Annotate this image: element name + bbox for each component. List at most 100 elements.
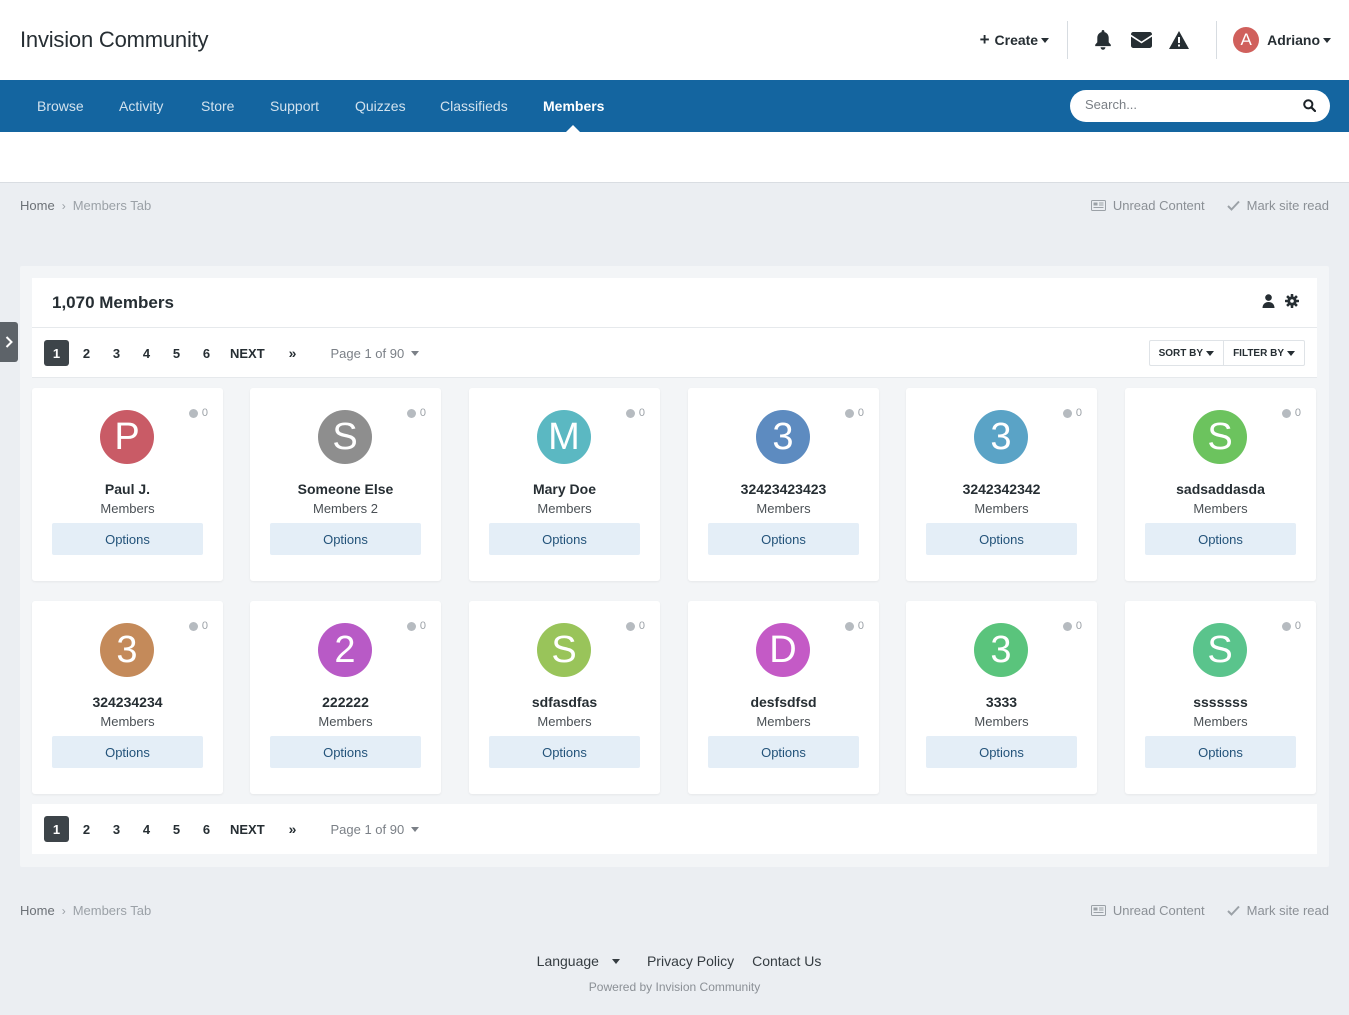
member-options-button[interactable]: Options bbox=[926, 736, 1077, 768]
member-avatar[interactable]: 3 bbox=[974, 623, 1028, 677]
contact-us-link[interactable]: Contact Us bbox=[752, 953, 822, 969]
member-options-button[interactable]: Options bbox=[708, 523, 859, 555]
member-name[interactable]: 324234234 bbox=[92, 694, 163, 710]
unread-content-link[interactable]: Unread Content bbox=[1090, 198, 1205, 213]
next-page-button[interactable]: NEXT bbox=[230, 821, 265, 837]
last-page-icon[interactable]: » bbox=[288, 345, 297, 361]
page-2[interactable]: 2 bbox=[82, 345, 91, 361]
member-card: 0 S sssssss Members Options bbox=[1125, 601, 1316, 794]
page-4[interactable]: 4 bbox=[142, 345, 151, 361]
breadcrumb-home[interactable]: Home bbox=[20, 198, 55, 213]
member-avatar[interactable]: S bbox=[1193, 410, 1247, 464]
member-avatar[interactable]: 3 bbox=[974, 410, 1028, 464]
reputation-count: 0 bbox=[201, 407, 208, 419]
page-1[interactable]: 1 bbox=[44, 340, 69, 366]
page-5[interactable]: 5 bbox=[172, 821, 181, 837]
language-menu[interactable]: Language bbox=[528, 953, 629, 969]
member-avatar[interactable]: P bbox=[100, 410, 154, 464]
breadcrumb-current[interactable]: Members Tab bbox=[72, 198, 152, 213]
member-name[interactable]: Paul J. bbox=[104, 481, 151, 497]
member-avatar[interactable]: 2 bbox=[318, 623, 372, 677]
page-3[interactable]: 3 bbox=[112, 345, 121, 361]
mark-site-read-link[interactable]: Mark site read bbox=[1226, 903, 1329, 918]
user-avatar[interactable]: A bbox=[1233, 27, 1260, 53]
member-options-button[interactable]: Options bbox=[52, 736, 203, 768]
member-name[interactable]: 32423423423 bbox=[740, 481, 827, 497]
page-6[interactable]: 6 bbox=[202, 821, 211, 837]
next-page-button[interactable]: NEXT bbox=[230, 345, 265, 361]
sort-by-button[interactable]: SORT BY bbox=[1150, 341, 1223, 365]
member-name[interactable]: sssssss bbox=[1193, 694, 1248, 710]
member-name[interactable]: Mary Doe bbox=[532, 481, 597, 497]
page-2[interactable]: 2 bbox=[82, 821, 91, 837]
member-name[interactable]: sdfasdfas bbox=[531, 694, 598, 710]
member-name[interactable]: 3333 bbox=[985, 694, 1018, 710]
member-options-button[interactable]: Options bbox=[270, 736, 421, 768]
member-options-button[interactable]: Options bbox=[926, 523, 1077, 555]
member-name[interactable]: desfsdfsd bbox=[750, 694, 817, 710]
member-avatar[interactable]: 3 bbox=[756, 410, 810, 464]
user-menu[interactable]: Adriano bbox=[1267, 32, 1331, 48]
unread-content-link[interactable]: Unread Content bbox=[1090, 903, 1205, 918]
search-input[interactable] bbox=[1085, 97, 1285, 112]
search-icon[interactable] bbox=[1303, 99, 1316, 112]
member-group: Members bbox=[537, 501, 592, 516]
member-options-button[interactable]: Options bbox=[1145, 736, 1296, 768]
member-avatar[interactable]: S bbox=[1193, 623, 1247, 677]
gear-icon[interactable] bbox=[1285, 294, 1299, 313]
page-3[interactable]: 3 bbox=[112, 821, 121, 837]
member-avatar[interactable]: S bbox=[537, 623, 591, 677]
nav-browse[interactable]: Browse bbox=[37, 98, 84, 114]
member-name[interactable]: 222222 bbox=[322, 694, 369, 710]
page-6[interactable]: 6 bbox=[202, 345, 211, 361]
member-name[interactable]: Someone Else bbox=[297, 481, 394, 497]
nav-store[interactable]: Store bbox=[201, 98, 235, 114]
member-group: Members bbox=[537, 714, 592, 729]
page-jump[interactable]: Page 1 of 90 bbox=[330, 821, 420, 837]
reputation-dot-icon bbox=[1062, 621, 1072, 631]
page-1[interactable]: 1 bbox=[44, 816, 69, 842]
member-avatar[interactable]: D bbox=[756, 623, 810, 677]
nav-quizzes[interactable]: Quizzes bbox=[355, 98, 406, 114]
member-options-button[interactable]: Options bbox=[708, 736, 859, 768]
member-options-button[interactable]: Options bbox=[1145, 523, 1296, 555]
powered-by[interactable]: Powered by Invision Community bbox=[588, 980, 761, 994]
newspaper-icon bbox=[1090, 905, 1106, 916]
page-info: Page 1 of 90 bbox=[330, 821, 405, 837]
mark-site-read-link[interactable]: Mark site read bbox=[1226, 198, 1329, 213]
sort-by-label: SORT BY bbox=[1158, 347, 1204, 359]
filter-by-button[interactable]: FILTER BY bbox=[1223, 341, 1304, 365]
nav-classifieds[interactable]: Classifieds bbox=[440, 98, 508, 114]
member-avatar[interactable]: S bbox=[318, 410, 372, 464]
chevron-right-icon: › bbox=[61, 903, 66, 918]
page-jump[interactable]: Page 1 of 90 bbox=[330, 345, 420, 361]
site-title[interactable]: Invision Community bbox=[20, 27, 209, 52]
nav-members[interactable]: Members bbox=[543, 98, 605, 114]
nav-support[interactable]: Support bbox=[270, 98, 320, 114]
last-page-icon[interactable]: » bbox=[288, 821, 297, 837]
create-button[interactable]: + Create bbox=[980, 30, 1050, 50]
breadcrumb-current[interactable]: Members Tab bbox=[72, 903, 152, 918]
member-options-button[interactable]: Options bbox=[489, 523, 640, 555]
member-avatar[interactable]: M bbox=[537, 410, 591, 464]
messages-button[interactable] bbox=[1122, 25, 1160, 55]
page-4[interactable]: 4 bbox=[142, 821, 151, 837]
user-icon[interactable] bbox=[1262, 294, 1275, 313]
member-name[interactable]: 3242342342 bbox=[962, 481, 1041, 497]
page-5[interactable]: 5 bbox=[172, 345, 181, 361]
nav-activity[interactable]: Activity bbox=[119, 98, 164, 114]
member-options-button[interactable]: Options bbox=[489, 736, 640, 768]
member-options-button[interactable]: Options bbox=[52, 523, 203, 555]
privacy-policy-link[interactable]: Privacy Policy bbox=[646, 953, 735, 969]
sidebar-toggle[interactable] bbox=[0, 322, 18, 362]
envelope-icon bbox=[1130, 32, 1152, 48]
breadcrumb-home[interactable]: Home bbox=[20, 903, 55, 918]
notifications-button[interactable] bbox=[1084, 25, 1122, 55]
reputation-count: 0 bbox=[638, 407, 645, 419]
member-name[interactable]: sadsaddasda bbox=[1176, 481, 1265, 497]
reports-button[interactable] bbox=[1160, 25, 1198, 55]
member-options-button[interactable]: Options bbox=[270, 523, 421, 555]
member-group: Members bbox=[756, 501, 811, 516]
page-info: Page 1 of 90 bbox=[330, 345, 405, 361]
member-avatar[interactable]: 3 bbox=[100, 623, 154, 677]
